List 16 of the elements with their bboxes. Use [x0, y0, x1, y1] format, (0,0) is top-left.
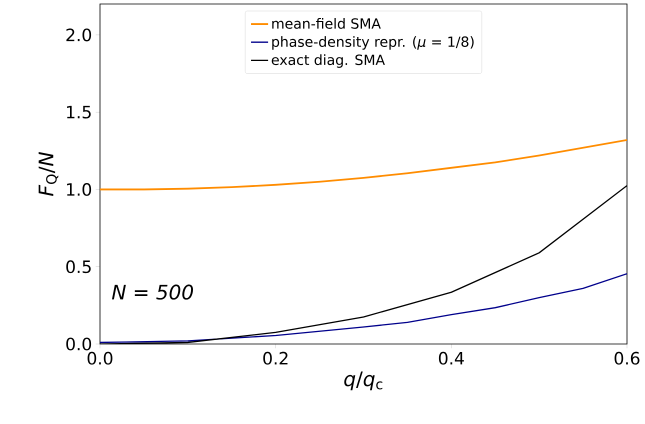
y-tick-label: 1.5	[67, 106, 91, 118]
y-axis-title: F$_{Q}$/N	[38, 152, 58, 196]
annotation: N = 500	[112, 284, 194, 300]
x-tick-label: 0.0	[88, 352, 112, 365]
line-series	[100, 273, 627, 344]
x-tick-label: 0.6	[614, 352, 640, 365]
y-tick-label: 1.0	[67, 183, 92, 196]
legend-label: phase-density repr. (μ = 1/8)	[272, 36, 474, 50]
y-tick-label: 0.5	[66, 260, 91, 274]
legend-label: exact diag. SMA	[272, 54, 385, 68]
x-tick-label: 0.2	[263, 352, 288, 365]
x-tick-label: 0.4	[438, 352, 464, 365]
y-tick-label: 2.0	[66, 28, 92, 42]
x-axis-title: q/q$_{c}$	[344, 372, 382, 390]
legend-label: mean-field SMA	[272, 18, 381, 29]
y-tick-label: 0.0	[66, 338, 92, 350]
